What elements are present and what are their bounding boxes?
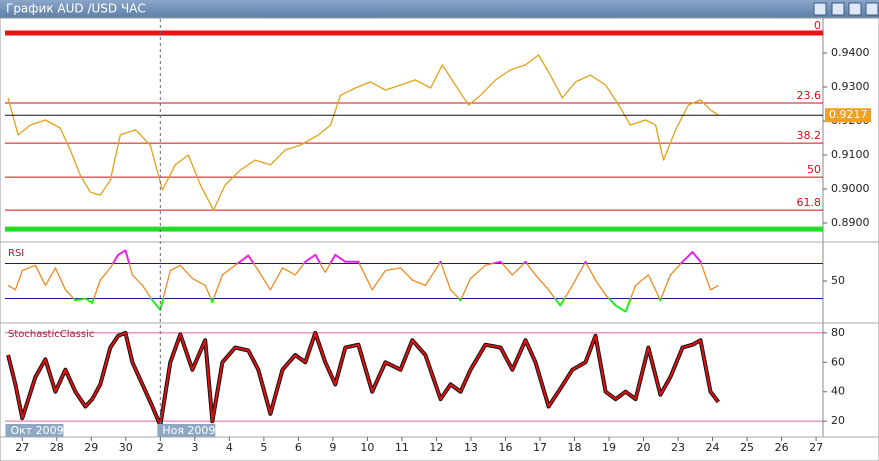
fib-label: 38.2 xyxy=(797,129,822,142)
x-tick-label: 3 xyxy=(191,441,198,454)
y-tick-label: 60 xyxy=(831,355,845,368)
x-tick-label: 13 xyxy=(464,441,478,454)
close-button[interactable] xyxy=(865,2,879,16)
period-label: Ноя 2009 xyxy=(162,424,215,437)
x-tick-label: 17 xyxy=(533,441,547,454)
period-box xyxy=(5,424,64,437)
help-button[interactable] xyxy=(813,2,827,16)
panel-title: RSI xyxy=(8,248,24,259)
window-buttons[interactable] xyxy=(813,2,879,16)
series-line xyxy=(7,54,719,211)
y-tick-label: 40 xyxy=(831,385,845,398)
y-tick-label: 0.9300 xyxy=(831,80,870,93)
x-tick-label: 18 xyxy=(567,441,581,454)
last-price-box xyxy=(825,108,871,123)
x-tick-label: 16 xyxy=(498,441,512,454)
y-tick-label: 20 xyxy=(831,414,845,427)
series-line xyxy=(7,331,720,427)
x-tick-label: 10 xyxy=(360,441,374,454)
overbought-line xyxy=(111,249,703,264)
x-tick-label: 28 xyxy=(50,441,64,454)
y-tick-label: 50 xyxy=(831,274,845,287)
period-label: Окт 2009 xyxy=(10,424,63,437)
panel-title: StochasticClassic xyxy=(8,329,94,340)
x-tick-label: 25 xyxy=(740,441,754,454)
x-tick-label: 2 xyxy=(157,441,164,454)
x-tick-label: 27 xyxy=(15,441,29,454)
fib-label: 50 xyxy=(807,163,821,176)
maximize-button[interactable] xyxy=(848,2,862,16)
fib-label: 0 xyxy=(814,19,821,32)
x-tick-label: 29 xyxy=(84,441,98,454)
x-tick-label: 4 xyxy=(226,441,233,454)
fib-label: 23.6 xyxy=(797,89,822,102)
x-tick-label: 27 xyxy=(809,441,823,454)
x-tick-label: 19 xyxy=(602,441,616,454)
x-tick-label: 30 xyxy=(119,441,133,454)
x-tick-label: 24 xyxy=(706,441,720,454)
y-tick-label: 80 xyxy=(831,326,845,339)
chart-frame xyxy=(0,17,879,461)
y-tick-label: 0.9000 xyxy=(831,182,870,195)
title-bar xyxy=(0,0,879,18)
x-tick-label: 5 xyxy=(260,441,267,454)
window-title: График AUD /USD ЧАС xyxy=(6,2,146,16)
x-tick-label: 6 xyxy=(295,441,302,454)
minimize-button[interactable] xyxy=(831,2,845,16)
x-tick-label: 9 xyxy=(329,441,336,454)
x-tick-label: 11 xyxy=(395,441,409,454)
y-tick-label: 0.8900 xyxy=(831,216,870,229)
x-tick-label: 23 xyxy=(671,441,685,454)
x-tick-label: 26 xyxy=(775,441,789,454)
last-price-label: 0.9217 xyxy=(829,108,868,121)
x-tick-label: 20 xyxy=(637,441,651,454)
x-tick-label: 12 xyxy=(429,441,443,454)
fib-label: 61.8 xyxy=(797,196,822,209)
period-box xyxy=(157,424,216,437)
y-tick-label: 0.9400 xyxy=(831,46,870,59)
y-tick-label: 0.9100 xyxy=(831,148,870,161)
